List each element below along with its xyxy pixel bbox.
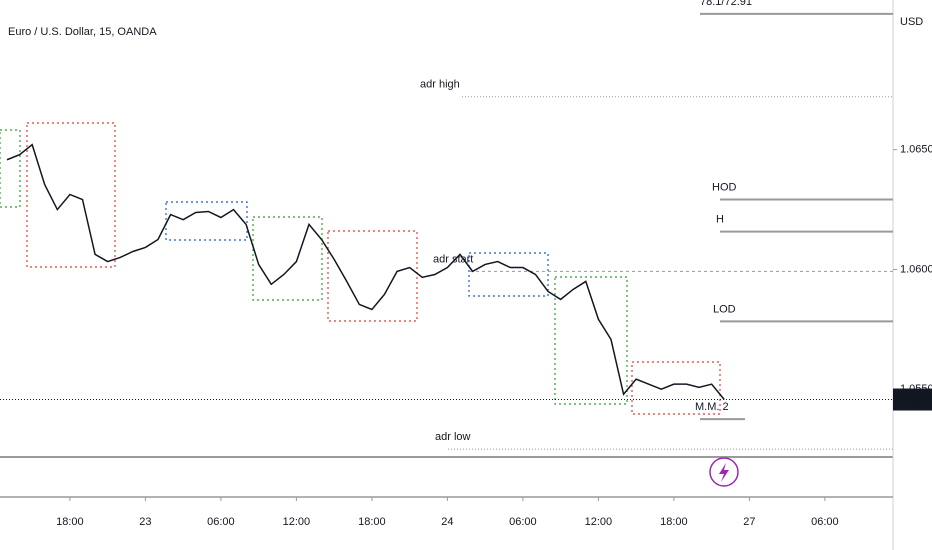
axis-unit: USD [900,16,923,28]
x-tick-label: 18:00 [358,516,386,528]
x-tick-label: 18:00 [56,516,84,528]
x-tick-label: 06:00 [509,516,537,528]
y-tick-label: 1.06000 [900,263,932,275]
x-tick-label: 12:00 [585,516,613,528]
event-icon-bolt [719,463,729,482]
range-box [165,201,248,241]
level-label: adr low [435,431,471,443]
x-tick-label: 12:00 [283,516,311,528]
y-tick-label: 1.06500 [900,144,932,156]
x-tick-label: 06:00 [207,516,235,528]
price-line [6,143,725,400]
last-price-box [893,388,932,411]
x-tick-label: 24 [441,516,453,528]
level-label: H [716,214,724,226]
range-box [26,122,116,268]
range-box [468,252,549,297]
chart-title: Euro / U.S. Dollar, 15, OANDA [8,26,157,38]
last-price-label: 1.05457 [898,393,932,405]
x-tick-label: 06:00 [811,516,839,528]
level-label: 78.1/72.91 [700,0,752,8]
level-label: adr high [420,79,460,91]
x-tick-label: 27 [743,516,755,528]
x-tick-label: 23 [139,516,151,528]
level-label: HOD [712,181,737,193]
level-label: LOD [713,303,736,315]
range-box [0,129,21,208]
range-box [554,276,628,405]
level-label: M.M. 2 [695,401,729,413]
level-label: adr start [433,253,473,265]
range-box [252,216,323,301]
x-tick-label: 18:00 [660,516,688,528]
range-boxes [0,122,721,415]
